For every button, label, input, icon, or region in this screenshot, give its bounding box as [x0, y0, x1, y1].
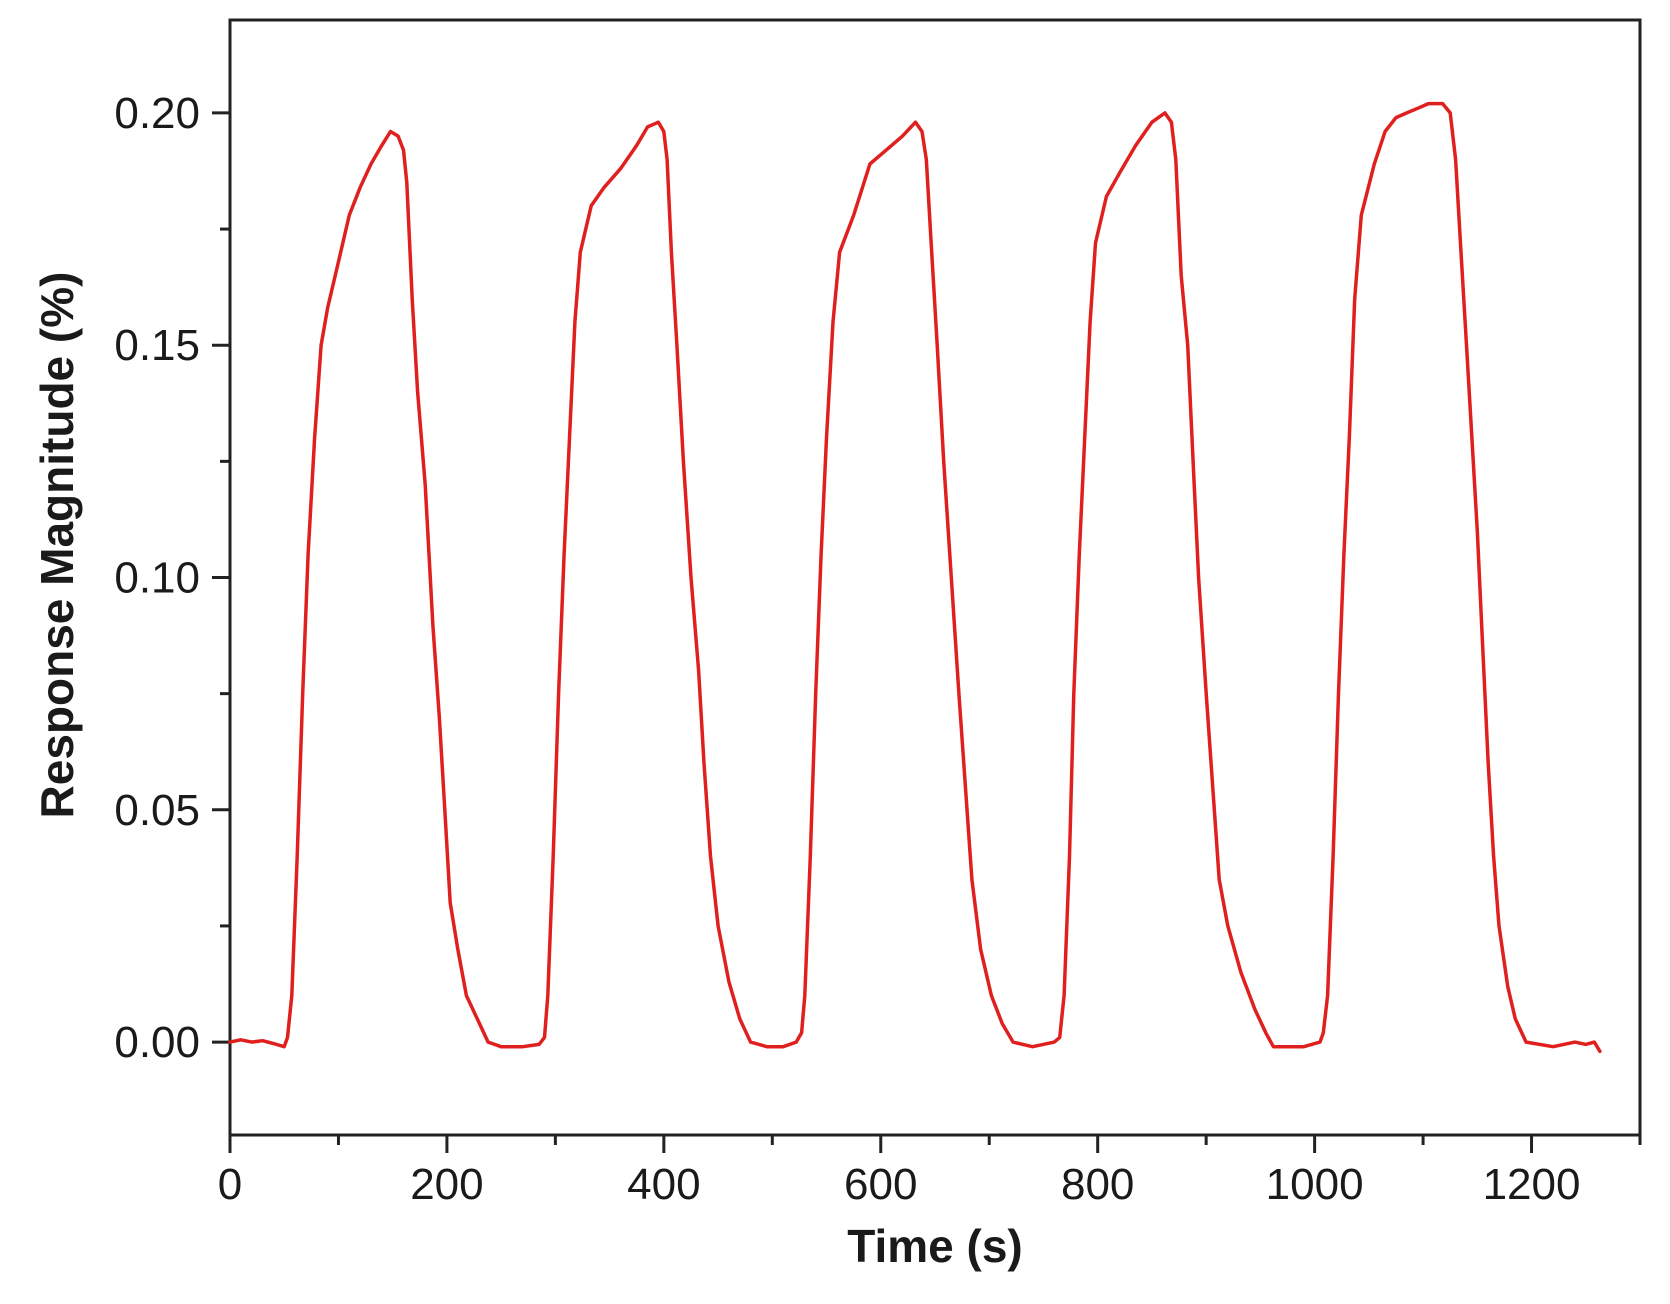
- y-tick-label: 0.05: [114, 786, 200, 835]
- x-axis-ticks: [228, 1135, 1642, 1153]
- x-tick-label: 600: [844, 1160, 917, 1209]
- y-axis-ticks: [212, 111, 230, 1044]
- x-tick-label: 800: [1061, 1160, 1134, 1209]
- x-tick-label: 200: [410, 1160, 483, 1209]
- y-axis-title: Response Magnitude (%): [31, 272, 83, 819]
- x-axis-tick-labels: 0 200 400 600 800 1000 1200: [218, 1160, 1581, 1209]
- x-axis-title: Time (s): [847, 1220, 1023, 1272]
- y-tick-label: 0.15: [114, 321, 200, 370]
- x-tick-label: 1200: [1483, 1160, 1581, 1209]
- y-tick-label: 0.20: [114, 89, 200, 138]
- x-tick-label: 1000: [1266, 1160, 1364, 1209]
- y-tick-label: 0.00: [114, 1018, 200, 1067]
- x-tick-label: 400: [627, 1160, 700, 1209]
- y-tick-label: 0.10: [114, 554, 200, 603]
- plot-frame: [228, 18, 1642, 1137]
- y-axis-tick-labels: 0.00 0.05 0.10 0.15 0.20: [114, 89, 200, 1067]
- x-tick-label: 0: [218, 1160, 242, 1209]
- response-series-line: [228, 101, 1602, 1054]
